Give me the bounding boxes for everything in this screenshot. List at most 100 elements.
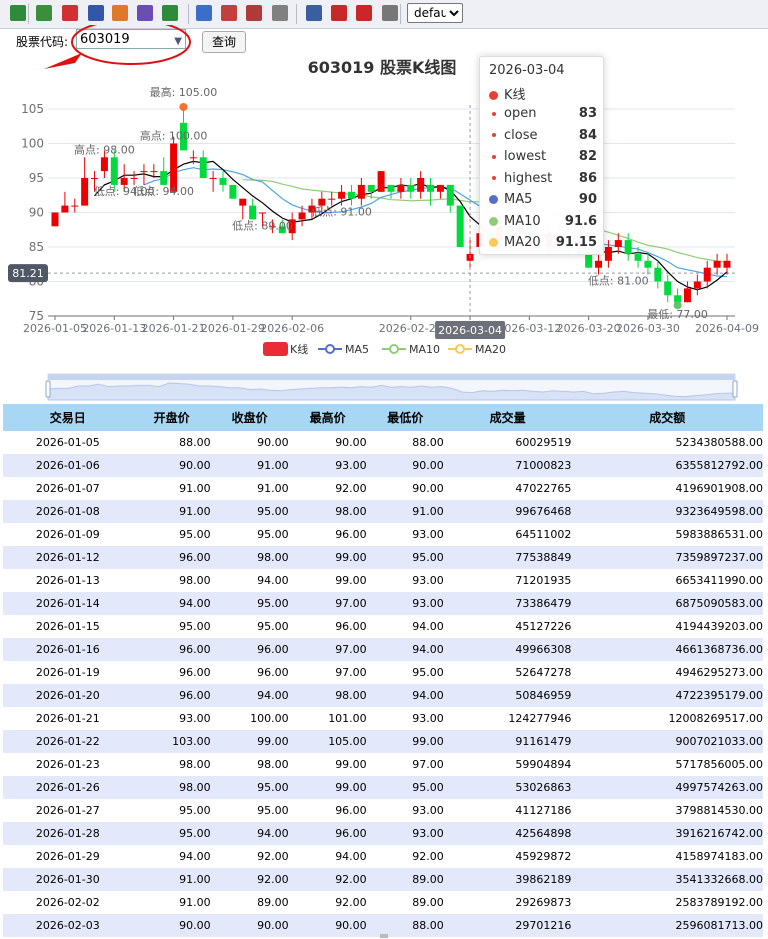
table-cell: 93.00 [412, 712, 444, 725]
candle-body [377, 171, 385, 192]
legend-item[interactable]: K线 [263, 342, 308, 356]
table-row[interactable]: 2026-01-08 91.00 95.00 98.00 91.00 99676468 93… [3, 500, 763, 523]
table-cell: 42564898 [443, 822, 572, 845]
table-row[interactable]: 2026-02-02 91.00 89.00 92.00 89.00 29269873 25… [3, 891, 763, 914]
print-icon[interactable] [382, 5, 398, 21]
legend[interactable]: K线 MA5 MA10 MA20 [263, 342, 506, 356]
x-tick-label: 2026-03-30 [616, 322, 680, 335]
ppt-icon[interactable] [112, 5, 128, 21]
table-header-cell[interactable]: 交易日 [3, 404, 133, 431]
table-cell: 2026-01-07 [35, 482, 100, 495]
candle-body [387, 184, 395, 192]
datazoom-slider[interactable] [45, 373, 738, 401]
table-row[interactable]: 2026-01-13 98.00 94.00 99.00 93.00 71201935 66… [3, 569, 763, 592]
candle-body [199, 157, 207, 178]
candle-body [436, 184, 444, 192]
candle-body [713, 260, 721, 268]
kline-chart[interactable]: 603019 股票K线图 75808590951001052026-01-052… [0, 55, 768, 404]
download-icon[interactable] [162, 5, 178, 21]
max-marker [179, 103, 188, 111]
candle-body [288, 219, 296, 234]
table-cell: 94.00 [412, 620, 444, 633]
table-row[interactable]: 2026-01-07 91.00 91.00 92.00 90.00 47022765 41… [3, 477, 763, 500]
table-cell: 90.00 [132, 454, 211, 477]
table-row[interactable]: 2026-01-12 96.00 98.00 99.00 95.00 77538849 73… [3, 546, 763, 569]
table-row[interactable]: 2026-01-26 98.00 95.00 99.00 95.00 53026863 49… [3, 776, 763, 799]
table-row[interactable]: 2026-01-16 96.00 96.00 97.00 94.00 49966308 46… [3, 638, 763, 661]
table-row[interactable]: 2026-01-22 103.00 99.00 105.00 99.00 91161479… [3, 730, 763, 753]
table-cell: 5717856005.00 [675, 758, 763, 771]
theme-select[interactable]: default [407, 3, 463, 23]
table-cell: 91161479 [443, 730, 572, 753]
table-row[interactable]: 2026-01-20 96.00 94.00 98.00 94.00 50846959 47… [3, 684, 763, 707]
print-preview-icon[interactable] [246, 5, 262, 21]
table-row[interactable]: 2026-02-03 90.00 90.00 90.00 88.00 29701216 25… [3, 914, 763, 937]
image-icon[interactable] [137, 5, 153, 21]
datazoom-handle-left[interactable] [45, 380, 51, 398]
table-row[interactable]: 2026-01-15 95.00 95.00 96.00 94.00 45127226 41… [3, 615, 763, 638]
annotation-label: 最低: 77.00 [647, 308, 708, 321]
csv-icon[interactable] [36, 5, 52, 21]
table-row[interactable]: 2026-01-30 91.00 92.00 92.00 89.00 39862189 35… [3, 868, 763, 891]
bullet-icon [492, 133, 496, 137]
table-header-cell[interactable]: 最低价 [366, 404, 444, 431]
chart-tooltip: 2026-03-04 K线 open 83 close 84 lowest 82 highe… [479, 56, 604, 255]
table-row[interactable]: 2026-01-14 94.00 95.00 97.00 93.00 73386479 68… [3, 592, 763, 615]
table-row[interactable]: 2026-01-29 94.00 92.00 94.00 92.00 45929872 41… [3, 845, 763, 868]
table-cell: 91.00 [366, 500, 444, 523]
table-cell: 101.00 [328, 712, 367, 725]
stock-code-combobox[interactable]: 603019 ▼ [76, 29, 186, 49]
table-cell: 2026-01-06 [3, 454, 133, 477]
table-header-cell[interactable]: 收盘价 [210, 404, 289, 431]
table-header-cell[interactable]: 成交量 [443, 404, 572, 431]
table-header-cell[interactable]: 开盘价 [132, 404, 211, 431]
table-cell: 93.00 [412, 528, 444, 541]
candle-body [624, 240, 632, 254]
annotation-label: 低点: 94.00 [133, 185, 194, 198]
table-cell: 4661368736.00 [571, 638, 763, 661]
table-cell: 2026-02-03 [3, 914, 133, 937]
table-cell: 2026-01-21 [35, 712, 100, 725]
legend-item[interactable]: MA10 [382, 343, 440, 356]
datazoom-handle-right[interactable] [732, 380, 738, 398]
pdf-icon[interactable] [331, 5, 347, 21]
print-preview-icon[interactable] [221, 5, 237, 21]
datazoom-bar[interactable] [48, 374, 735, 380]
table-row[interactable]: 2026-01-09 95.00 95.00 96.00 93.00 64511002 59… [3, 523, 763, 546]
annotation-label: 低点: 94.00 [94, 185, 155, 198]
table-cell: 7359897237.00 [571, 546, 763, 569]
table-row[interactable]: 2026-01-06 90.00 91.00 93.00 90.00 71000823 63… [3, 454, 763, 477]
candle-body [674, 295, 682, 303]
candle-body [397, 184, 405, 192]
word-icon[interactable] [88, 5, 104, 21]
chevron-down-icon[interactable]: ▼ [174, 36, 182, 47]
candle-body [189, 157, 197, 159]
print-icon[interactable] [272, 5, 288, 21]
table-cell: 98.00 [257, 758, 289, 771]
table-cell: 89.00 [366, 868, 444, 891]
table-header-cell[interactable]: 最高价 [288, 404, 367, 431]
table-row[interactable]: 2026-01-23 98.00 98.00 99.00 97.00 59904894 57… [3, 753, 763, 776]
table-row[interactable]: 2026-01-21 93.00 100.00 101.00 93.00 12427794… [3, 707, 763, 730]
query-button[interactable]: 查询 [202, 31, 246, 53]
excel-icon[interactable] [10, 5, 26, 21]
save-icon[interactable] [306, 5, 322, 21]
ma-dot-icon [489, 216, 498, 226]
toolbar [0, 0, 768, 29]
annotation-label: 低点: 89.00 [232, 219, 293, 232]
legend-item[interactable]: MA5 [318, 343, 369, 356]
table-cell: 90.00 [257, 436, 289, 449]
table-header-cell[interactable]: 成交额 [571, 404, 763, 431]
table-row[interactable]: 2026-01-27 95.00 95.00 96.00 93.00 41127186 37… [3, 799, 763, 822]
legend-item[interactable]: MA20 [448, 343, 506, 356]
table-row[interactable]: 2026-01-19 96.00 96.00 97.00 95.00 52647278 49… [3, 661, 763, 684]
table-cell: 3798814530.00 [675, 804, 763, 817]
table-row[interactable]: 2026-01-28 95.00 94.00 96.00 93.00 42564898 39… [3, 822, 763, 845]
print-preview-icon[interactable] [196, 5, 212, 21]
pdf-icon[interactable] [62, 5, 78, 21]
scroll-indicator[interactable] [380, 934, 388, 938]
table-cell: 64511002 [515, 528, 572, 541]
pdf-icon[interactable] [356, 5, 372, 21]
table-row[interactable]: 2026-01-05 88.00 90.00 90.00 88.00 60029519 52… [3, 431, 763, 454]
table-cell: 98.00 [288, 684, 367, 707]
